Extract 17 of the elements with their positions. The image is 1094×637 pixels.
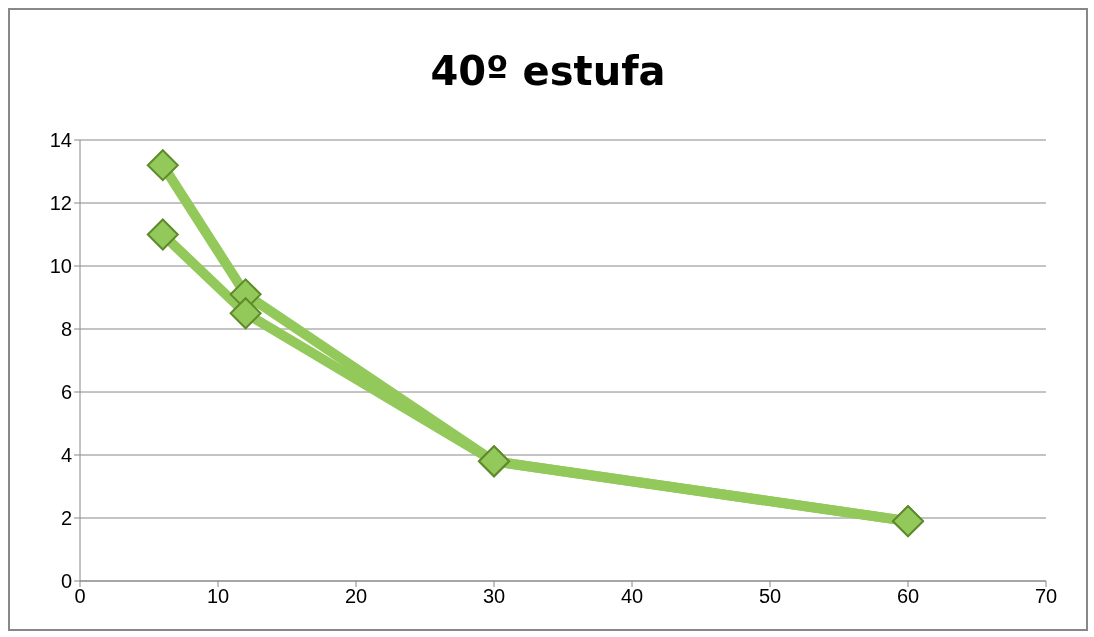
chart-title: 40º estufa — [429, 48, 667, 94]
x-tick-label: 30 — [482, 585, 506, 608]
x-tick-label: 70 — [1034, 585, 1058, 608]
x-tick-label: 40 — [620, 585, 644, 608]
x-tick-label: 20 — [344, 585, 368, 608]
y-tick-label: 4 — [60, 444, 72, 467]
y-tick-label: 0 — [60, 570, 72, 593]
y-tick-label: 8 — [60, 318, 72, 341]
x-tick-label: 50 — [758, 585, 782, 608]
y-tick-label: 10 — [49, 255, 72, 278]
y-tick-label: 2 — [60, 507, 72, 530]
y-tick-label: 6 — [60, 381, 72, 404]
y-tick-label: 14 — [49, 129, 72, 152]
x-tick-label: 10 — [206, 585, 230, 608]
x-tick-label: 0 — [74, 585, 86, 608]
x-tick-label: 60 — [896, 585, 920, 608]
y-tick-label: 12 — [49, 192, 72, 215]
